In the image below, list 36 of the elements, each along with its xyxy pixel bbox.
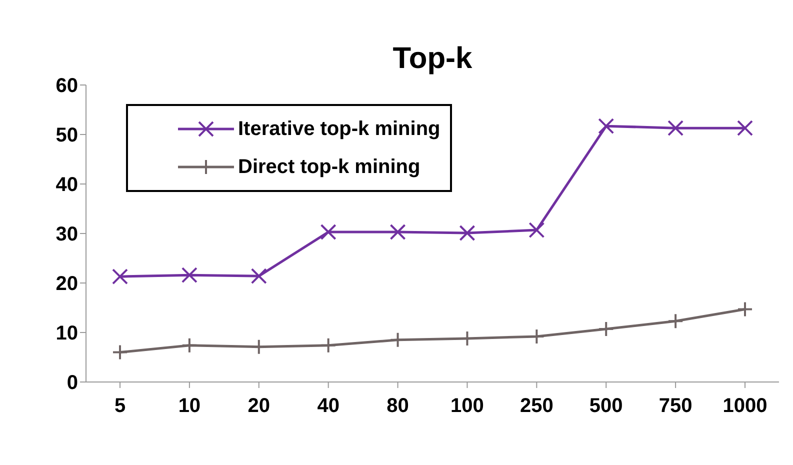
x-tick-label: 1000 xyxy=(722,395,768,418)
x-tick-label: 80 xyxy=(386,395,409,418)
point xyxy=(390,224,406,240)
point xyxy=(112,268,128,285)
point xyxy=(181,267,198,284)
y-tick-label: 20 xyxy=(56,273,78,296)
y-tick-label: 30 xyxy=(56,224,78,246)
y-tick-label: 50 xyxy=(56,124,78,147)
point xyxy=(320,337,336,354)
point xyxy=(598,321,614,338)
x-tick-label: 20 xyxy=(248,395,270,418)
legend-label: Direct top-k mining xyxy=(238,156,420,178)
point xyxy=(737,120,753,136)
point xyxy=(598,118,614,134)
point xyxy=(181,337,198,354)
x-tick-label: 40 xyxy=(317,395,340,418)
point xyxy=(250,268,267,284)
y-tick-label: 40 xyxy=(56,174,78,196)
point xyxy=(459,225,476,242)
chart-title: Top-k xyxy=(392,42,474,76)
y-tick-label: 0 xyxy=(66,372,78,394)
x-tick-label: 750 xyxy=(658,395,692,418)
point xyxy=(668,120,684,136)
point xyxy=(737,301,753,318)
y-tick-label: 10 xyxy=(56,322,78,345)
x-tick-label: 250 xyxy=(520,395,554,418)
x-tick-label: 10 xyxy=(178,395,201,418)
point xyxy=(528,222,545,238)
point xyxy=(668,313,684,330)
y-tick-label: 60 xyxy=(56,75,78,98)
x-tick-label: 5 xyxy=(114,395,126,418)
legend-label: Iterative top-k mining xyxy=(238,118,440,140)
point xyxy=(112,344,128,360)
x-tick-label: 500 xyxy=(589,395,623,418)
point xyxy=(320,224,336,240)
x-tick-label: 100 xyxy=(450,395,484,418)
